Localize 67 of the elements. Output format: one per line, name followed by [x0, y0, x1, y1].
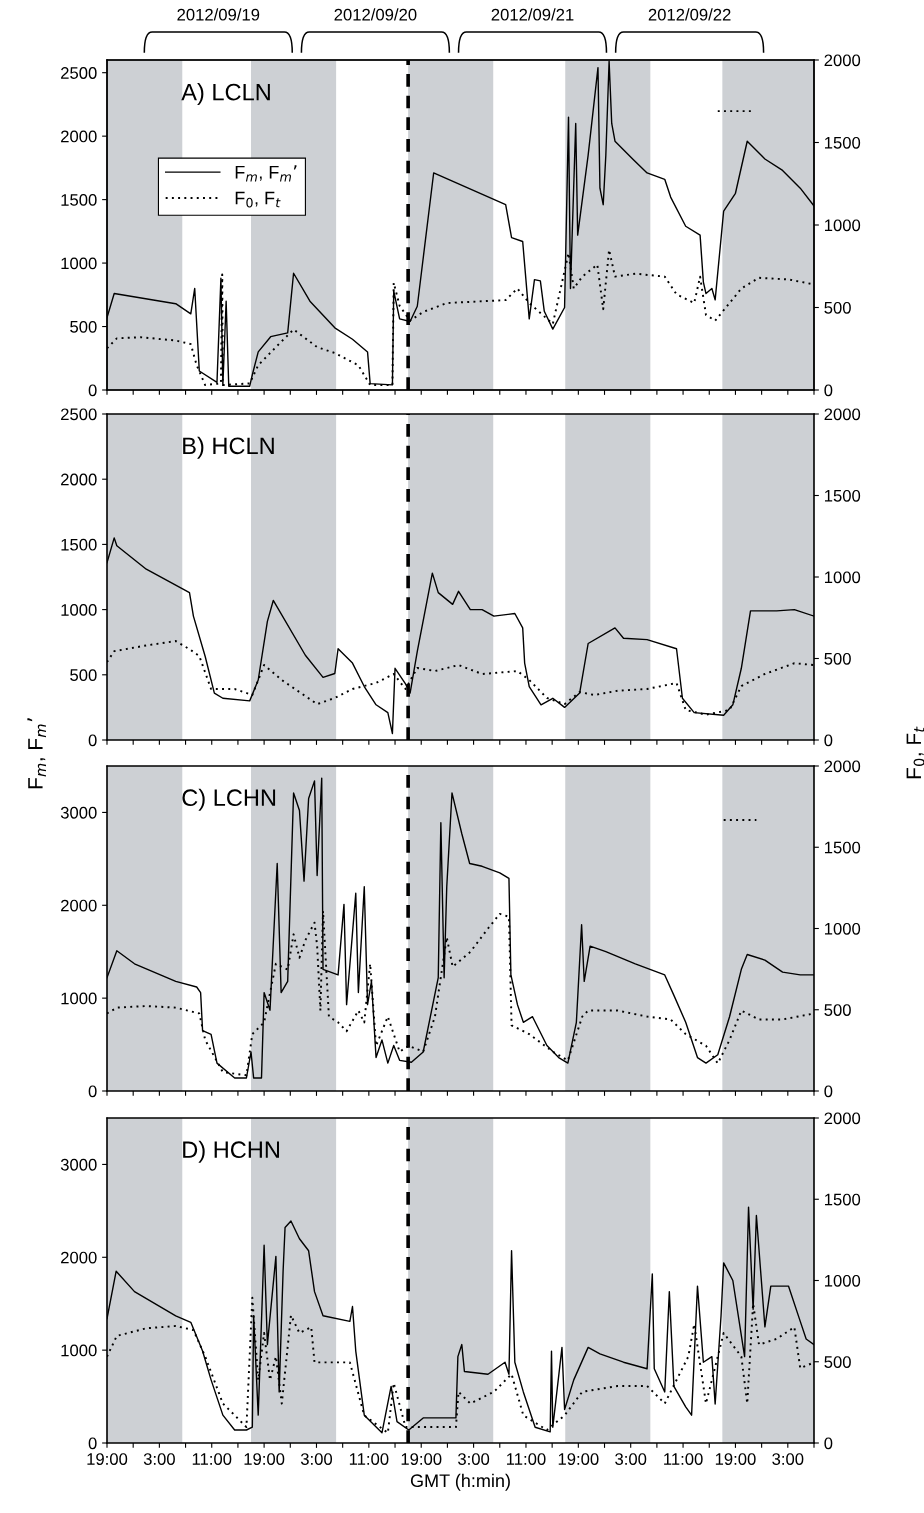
x2-tick-label: 2012/09/20 [334, 8, 417, 21]
y2-tick-label: 1500 [824, 1193, 861, 1206]
x-tick-label: 3:00 [772, 1453, 804, 1465]
y2-tick-label: 500 [824, 652, 851, 665]
y2-tick-label: 2000 [824, 760, 861, 773]
legend-label: F$_{0}$, F$_{t}$ [235, 191, 281, 208]
x-tick-label: 19:00 [715, 1453, 756, 1465]
y-tick-label: 1000 [61, 1344, 97, 1357]
y2-tick-label: 1000 [824, 1274, 861, 1287]
y2-tick-label: 500 [824, 301, 851, 314]
x-tick-label: 3:00 [143, 1453, 175, 1465]
x-tick-label: 3:00 [615, 1453, 647, 1465]
x-tick-label: 3:00 [300, 1453, 333, 1465]
x2-tick-label: 2012/09/22 [648, 8, 731, 21]
y2-tick-label: 500 [824, 1004, 851, 1016]
y2-tick-label: 1500 [824, 489, 861, 502]
y2-tick-label: 2000 [824, 54, 861, 67]
x-axis-title: GMT (h:min) [410, 1473, 510, 1491]
y2-tick-label: 1000 [824, 571, 861, 584]
y-tick-label: 2000 [61, 1251, 97, 1264]
x2-tick-label: 2012/09/19 [177, 8, 260, 21]
x-tick-label: 3:00 [458, 1453, 490, 1465]
y-tick-label: 1500 [61, 538, 97, 551]
x2-tick-label: 2012/09/21 [491, 8, 574, 21]
y-tick-label: 2000 [61, 130, 97, 143]
legend-label: F$_{m}$, F$_{m}$’ [235, 165, 297, 182]
y-tick-label: 0 [88, 734, 97, 747]
y-tick-label: 2500 [61, 67, 97, 79]
y2-tick-label: 1000 [824, 219, 861, 232]
y-tick-label: 2000 [61, 473, 97, 486]
y2-tick-label: 0 [824, 384, 833, 397]
y-tick-label: 2000 [61, 899, 97, 912]
y-axis-title: F$_{m}$, F$_{m}$’ [27, 718, 46, 789]
text: A) LCLN [181, 83, 270, 106]
y-tick-label: 1000 [61, 992, 97, 1005]
y-tick-label: 0 [88, 1085, 97, 1098]
y2-axis-title: F$_{0}$, F$_{t}$ [906, 726, 924, 779]
text: D) HCHN [183, 1140, 279, 1163]
y-tick-label: 1000 [61, 604, 97, 616]
y2-tick-label: 0 [824, 734, 833, 747]
y-tick-label: 0 [88, 1437, 97, 1450]
y-tick-label: 3000 [60, 1158, 97, 1171]
y2-tick-label: 2000 [824, 1112, 861, 1125]
x-tick-label: 19:00 [244, 1453, 285, 1465]
x-tick-label: 11:00 [507, 1453, 546, 1465]
y-tick-label: 500 [70, 320, 97, 333]
y2-tick-label: 0 [824, 1437, 833, 1450]
y-tick-label: 500 [70, 669, 97, 681]
y2-tick-label: 0 [824, 1085, 833, 1098]
text: C) LCHN [182, 788, 276, 811]
y-tick-label: 2500 [61, 408, 97, 421]
y2-tick-label: 1500 [824, 136, 861, 149]
y2-tick-label: 2000 [824, 408, 861, 421]
y2-tick-label: 1000 [824, 922, 861, 935]
y-tick-label: 3000 [60, 806, 97, 819]
y2-tick-label: 1500 [824, 841, 861, 854]
x-tick-label: 11:00 [664, 1453, 703, 1465]
x-tick-label: 11:00 [349, 1453, 389, 1465]
text: B) HCLN [183, 436, 274, 459]
y2-tick-label: 500 [824, 1356, 851, 1368]
x-tick-label: 19:00 [401, 1453, 442, 1465]
y-tick-label: 1500 [61, 194, 97, 206]
x-tick-label: 19:00 [558, 1453, 599, 1465]
y-tick-label: 0 [88, 384, 97, 397]
y-tick-label: 1000 [61, 257, 97, 270]
x-tick-label: 19:00 [87, 1453, 128, 1465]
x-tick-label: 11:00 [192, 1453, 232, 1465]
